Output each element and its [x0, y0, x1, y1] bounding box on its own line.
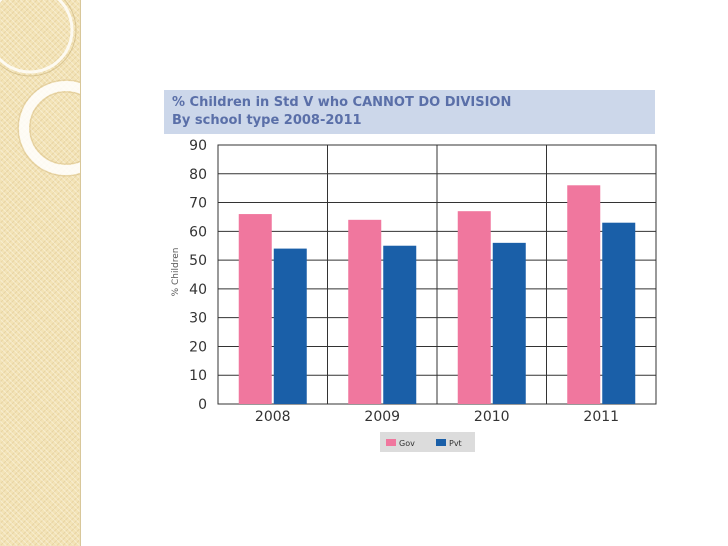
y-tick-label: 70 — [189, 196, 207, 212]
chart-title: % Children in Std V who CANNOT DO DIVISI… — [172, 95, 511, 110]
legend-swatch-pvt — [436, 439, 446, 446]
bar-pvt-2009 — [383, 245, 417, 404]
x-tick-label: 2011 — [583, 409, 619, 425]
y-tick-label: 0 — [198, 397, 207, 413]
legend: Gov Pvt — [380, 432, 475, 452]
bar-pvt-2008 — [273, 248, 307, 404]
decorative-sidebar — [0, 0, 81, 546]
title-band — [164, 90, 655, 134]
bar-pvt-2010 — [492, 242, 526, 404]
bar-pvt-2011 — [602, 222, 636, 404]
y-tick-label: 90 — [189, 138, 207, 154]
y-tick-label: 10 — [189, 368, 207, 384]
bar-gov-2009 — [348, 219, 382, 404]
y-tick-label: 30 — [189, 311, 207, 327]
x-tick-label: 2008 — [255, 409, 291, 425]
plot-area: 0 10 20 30 40 50 60 70 80 90 2008 2009 2010 2011 — [189, 138, 657, 425]
y-axis-label: % Children — [171, 248, 181, 297]
legend-label-pvt: Pvt — [449, 439, 462, 448]
y-tick-label: 80 — [189, 167, 207, 183]
legend-swatch-gov — [386, 439, 396, 446]
y-tick-label: 50 — [189, 253, 207, 269]
decorative-rings — [0, 0, 80, 177]
y-tick-label: 60 — [189, 224, 207, 240]
y-tick-label: 20 — [189, 339, 207, 355]
bar-gov-2011 — [567, 185, 601, 404]
x-tick-label: 2009 — [364, 409, 400, 425]
chart-subtitle: By school type 2008-2011 — [172, 113, 362, 128]
legend-label-gov: Gov — [399, 439, 415, 448]
legend-background — [380, 432, 475, 452]
x-tick-label: 2010 — [474, 409, 510, 425]
bar-gov-2008 — [238, 214, 272, 404]
y-tick-label: 40 — [189, 282, 207, 298]
bar-gov-2010 — [457, 211, 491, 404]
